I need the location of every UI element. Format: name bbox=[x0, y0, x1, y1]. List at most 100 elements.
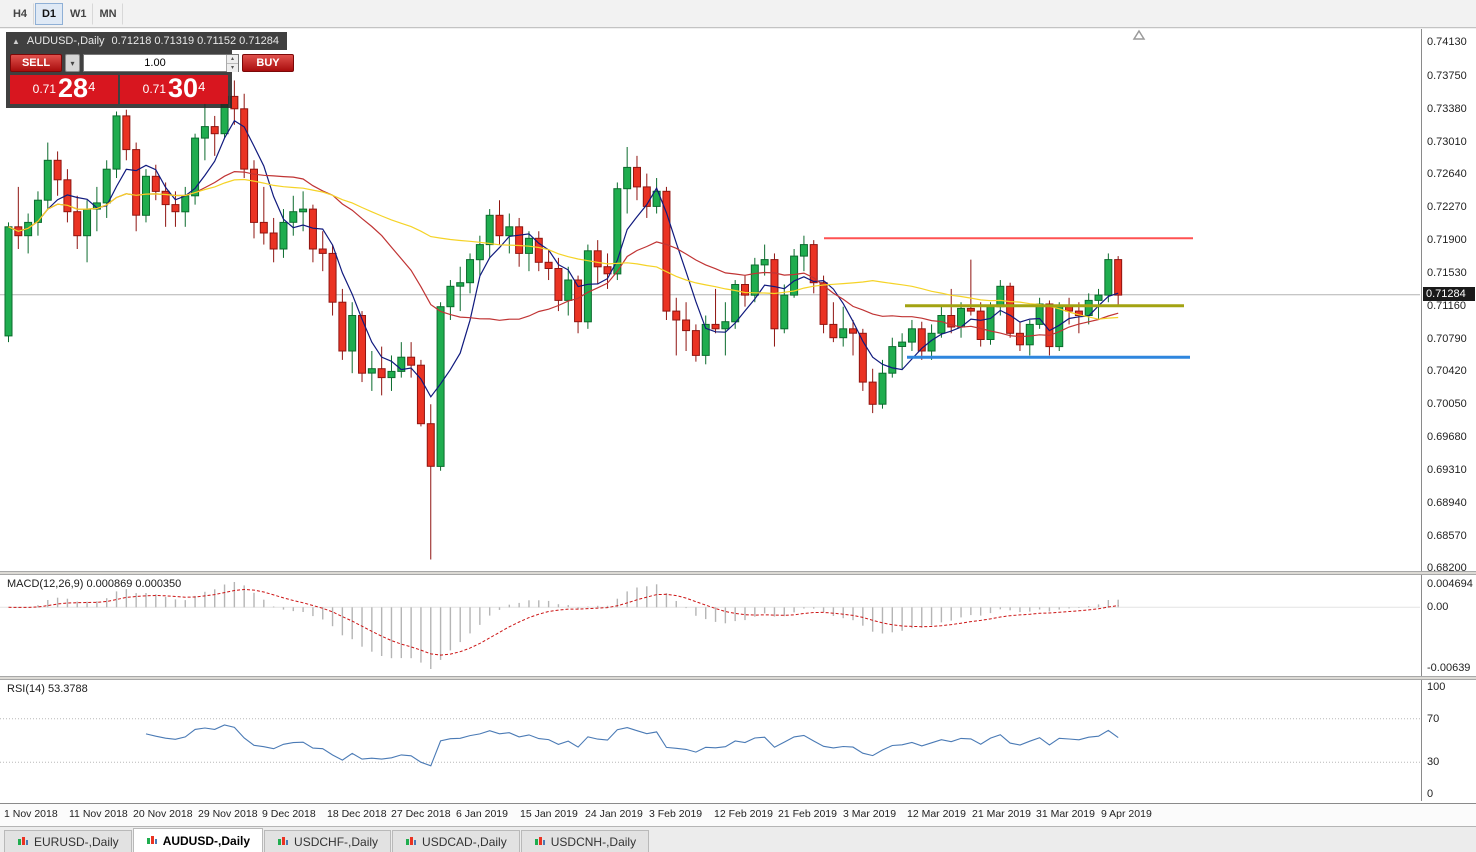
chart-window: ▲ AUDUSD-,Daily 0.71218 0.71319 0.71152 … bbox=[0, 29, 1476, 852]
volume-input[interactable] bbox=[84, 55, 226, 71]
chart-tab-label: AUDUSD-,Daily bbox=[162, 833, 251, 848]
chart-tabs-bar: EURUSD-,Daily AUDUSD-,Daily USDCHF-,Daily U… bbox=[0, 826, 1476, 852]
macd-axis-label: 0.00 bbox=[1427, 601, 1449, 614]
rsi-axis[interactable]: 100 70 30 0 bbox=[1421, 680, 1476, 801]
date-axis-label: 12 Feb 2019 bbox=[714, 808, 773, 820]
date-axis-label: 9 Apr 2019 bbox=[1101, 808, 1152, 820]
price-axis-label: 0.72270 bbox=[1427, 201, 1467, 213]
macd-histogram bbox=[17, 582, 1119, 669]
price-axis[interactable]: 0.71284 0.74130 0.73750 0.73380 0.73010 0.72… bbox=[1421, 29, 1476, 571]
chart-tab-label: EURUSD-,Daily bbox=[34, 834, 119, 849]
sell-price-display[interactable]: 0.71 28 4 bbox=[10, 75, 118, 104]
one-click-trading-panel: ▲ AUDUSD-,Daily 0.71218 0.71319 0.71152 … bbox=[6, 32, 294, 108]
date-axis-label: 31 Mar 2019 bbox=[1036, 808, 1095, 820]
price-axis-label: 0.71900 bbox=[1427, 234, 1467, 246]
chart-ohlc-values: 0.71218 0.71319 0.71152 0.71284 bbox=[111, 35, 279, 47]
slow-ma-line bbox=[8, 178, 1119, 320]
macd-indicator-chart[interactable] bbox=[0, 575, 1420, 676]
candles bbox=[4, 80, 1123, 560]
date-axis-label: 21 Feb 2019 bbox=[778, 808, 837, 820]
current-price-badge: 0.71284 bbox=[1423, 287, 1475, 301]
pane-splitter[interactable] bbox=[0, 571, 1476, 575]
volume-field-wrap: ▴ ▾ bbox=[83, 54, 239, 72]
volume-up-icon[interactable]: ▴ bbox=[227, 55, 238, 64]
price-axis-label: 0.72640 bbox=[1427, 168, 1467, 180]
rsi-axis-label: 0 bbox=[1427, 788, 1434, 800]
chart-tab-audusd[interactable]: AUDUSD-,Daily bbox=[132, 828, 264, 852]
price-axis-label: 0.73010 bbox=[1427, 136, 1467, 148]
rsi-line bbox=[145, 724, 1119, 767]
date-axis-label: 20 Nov 2018 bbox=[133, 808, 193, 820]
buy-price-big-digits: 30 bbox=[168, 73, 199, 103]
date-axis-label: 1 Nov 2018 bbox=[4, 808, 58, 820]
macd-axis-label: -0.00639 bbox=[1427, 662, 1471, 674]
buy-price-pip-digit: 4 bbox=[198, 79, 206, 94]
rsi-indicator-chart[interactable] bbox=[0, 680, 1420, 801]
buy-price-prefix: 0.71 bbox=[142, 82, 167, 96]
price-axis-label: 0.74130 bbox=[1427, 36, 1467, 48]
chart-tab-icon bbox=[146, 836, 157, 844]
trend-lines[interactable] bbox=[824, 237, 1193, 359]
chart-tab-label: USDCNH-,Daily bbox=[550, 834, 637, 849]
collapse-panel-icon[interactable]: ▲ bbox=[12, 36, 20, 46]
chart-tab-label: USDCAD-,Daily bbox=[422, 834, 507, 849]
macd-pane: MACD(12,26,9) 0.000869 0.000350 0.004694… bbox=[0, 575, 1476, 676]
trade-panel-body: SELL ▾ ▴ ▾ BUY 0.71 bbox=[6, 50, 294, 108]
rsi-pane: RSI(14) 53.3788 100 70 30 0 bbox=[0, 680, 1476, 801]
chart-shift-marker bbox=[1132, 29, 1146, 40]
sell-price-pip-digit: 4 bbox=[88, 79, 96, 94]
price-axis-label: 0.71160 bbox=[1427, 300, 1466, 312]
chart-title-bar: ▲ AUDUSD-,Daily 0.71218 0.71319 0.71152 … bbox=[6, 32, 287, 50]
timeframe-button-w1[interactable]: W1 bbox=[64, 2, 93, 25]
price-axis-label: 0.70420 bbox=[1427, 365, 1467, 377]
price-axis-label: 0.68570 bbox=[1427, 530, 1467, 542]
price-axis-label: 0.70790 bbox=[1427, 333, 1467, 345]
rsi-axis-label: 30 bbox=[1427, 756, 1440, 769]
date-axis-label: 6 Jan 2019 bbox=[456, 808, 508, 820]
chart-tab-usdcad[interactable]: USDCAD-,Daily bbox=[392, 830, 520, 852]
date-axis-label: 3 Feb 2019 bbox=[649, 808, 703, 820]
chart-tab-icon bbox=[406, 837, 417, 845]
chart-tab-label: USDCHF-,Daily bbox=[294, 834, 379, 849]
buy-price-display[interactable]: 0.71 30 4 bbox=[120, 75, 228, 104]
date-axis-label: 12 Mar 2019 bbox=[907, 808, 966, 820]
date-axis-label: 27 Dec 2018 bbox=[391, 808, 451, 820]
macd-label: MACD(12,26,9) 0.000869 0.000350 bbox=[7, 578, 182, 590]
chart-tab-usdcnh[interactable]: USDCNH-,Daily bbox=[520, 830, 650, 852]
timeframe-toolbar: H4 D1 W1 MN bbox=[0, 0, 1476, 28]
date-axis-label: 9 Dec 2018 bbox=[262, 808, 316, 820]
volume-down-icon[interactable]: ▾ bbox=[227, 64, 238, 72]
chart-tab-usdchf[interactable]: USDCHF-,Daily bbox=[264, 830, 392, 852]
order-type-dropdown-icon[interactable]: ▾ bbox=[65, 54, 80, 72]
date-axis-label: 18 Dec 2018 bbox=[327, 808, 387, 820]
date-axis-label: 29 Nov 2018 bbox=[198, 808, 258, 820]
price-axis-label: 0.68200 bbox=[1427, 562, 1467, 571]
price-axis-label: 0.69680 bbox=[1427, 431, 1467, 443]
chart-tab-icon bbox=[18, 837, 28, 845]
chart-symbol-title: AUDUSD-,Daily bbox=[26, 35, 105, 47]
timeframe-button-h4[interactable]: H4 bbox=[6, 2, 34, 25]
price-axis-label: 0.73750 bbox=[1427, 70, 1467, 82]
main-chart-pane: ▲ AUDUSD-,Daily 0.71218 0.71319 0.71152 … bbox=[0, 29, 1476, 571]
sell-button[interactable]: SELL bbox=[10, 54, 62, 72]
date-axis-label: 15 Jan 2019 bbox=[520, 808, 578, 820]
chart-tab-eurusd[interactable]: EURUSD-,Daily bbox=[4, 830, 132, 852]
macd-axis-label: 0.004694 bbox=[1427, 578, 1473, 590]
date-axis[interactable]: 1 Nov 2018 11 Nov 2018 20 Nov 2018 29 Nov 2… bbox=[0, 803, 1476, 826]
buy-button[interactable]: BUY bbox=[242, 54, 294, 72]
timeframe-button-d1[interactable]: D1 bbox=[35, 2, 63, 25]
price-axis-label: 0.70050 bbox=[1427, 398, 1467, 410]
pane-splitter[interactable] bbox=[0, 676, 1476, 680]
chart-tab-icon bbox=[534, 837, 545, 845]
rsi-axis-label: 100 bbox=[1427, 681, 1446, 693]
macd-axis[interactable]: 0.004694 0.00 -0.00639 bbox=[1421, 575, 1476, 676]
chart-tab-icon bbox=[278, 837, 289, 845]
price-axis-label: 0.71530 bbox=[1427, 267, 1467, 279]
candlestick-chart[interactable] bbox=[0, 29, 1420, 571]
date-axis-label: 24 Jan 2019 bbox=[585, 808, 643, 820]
volume-stepper: ▴ ▾ bbox=[226, 55, 238, 72]
timeframe-button-mn[interactable]: MN bbox=[94, 2, 123, 25]
date-axis-label: 11 Nov 2018 bbox=[69, 808, 128, 820]
rsi-label: RSI(14) 53.3788 bbox=[7, 683, 88, 695]
